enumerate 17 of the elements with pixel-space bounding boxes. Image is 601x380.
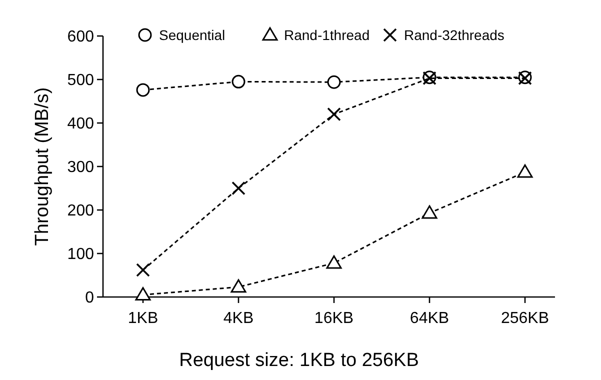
y-tick-label: 100	[67, 246, 94, 264]
x-tick-label: 16KB	[314, 310, 354, 327]
x-axis-title: Request size: 1KB to 256KB	[179, 350, 419, 371]
legend-label: Rand-1thread	[284, 26, 370, 43]
legend-label: Rand-32threads	[404, 26, 504, 43]
x-tick-label: 64KB	[410, 310, 450, 327]
y-tick-label: 600	[67, 28, 94, 46]
y-tick-label: 0	[85, 290, 94, 307]
y-tick-label: 400	[67, 116, 94, 133]
y-tick-label: 200	[67, 202, 94, 220]
legend-label: Sequential	[159, 26, 226, 43]
y-axis-title: Throughput (MB/s)	[32, 87, 53, 246]
y-tick-label: 500	[67, 72, 94, 90]
y-tick-label: 300	[67, 159, 94, 176]
x-tick-label: 4KB	[223, 310, 254, 327]
x-tick-label: 256KB	[500, 310, 550, 327]
x-tick-label: 1KB	[128, 310, 158, 327]
